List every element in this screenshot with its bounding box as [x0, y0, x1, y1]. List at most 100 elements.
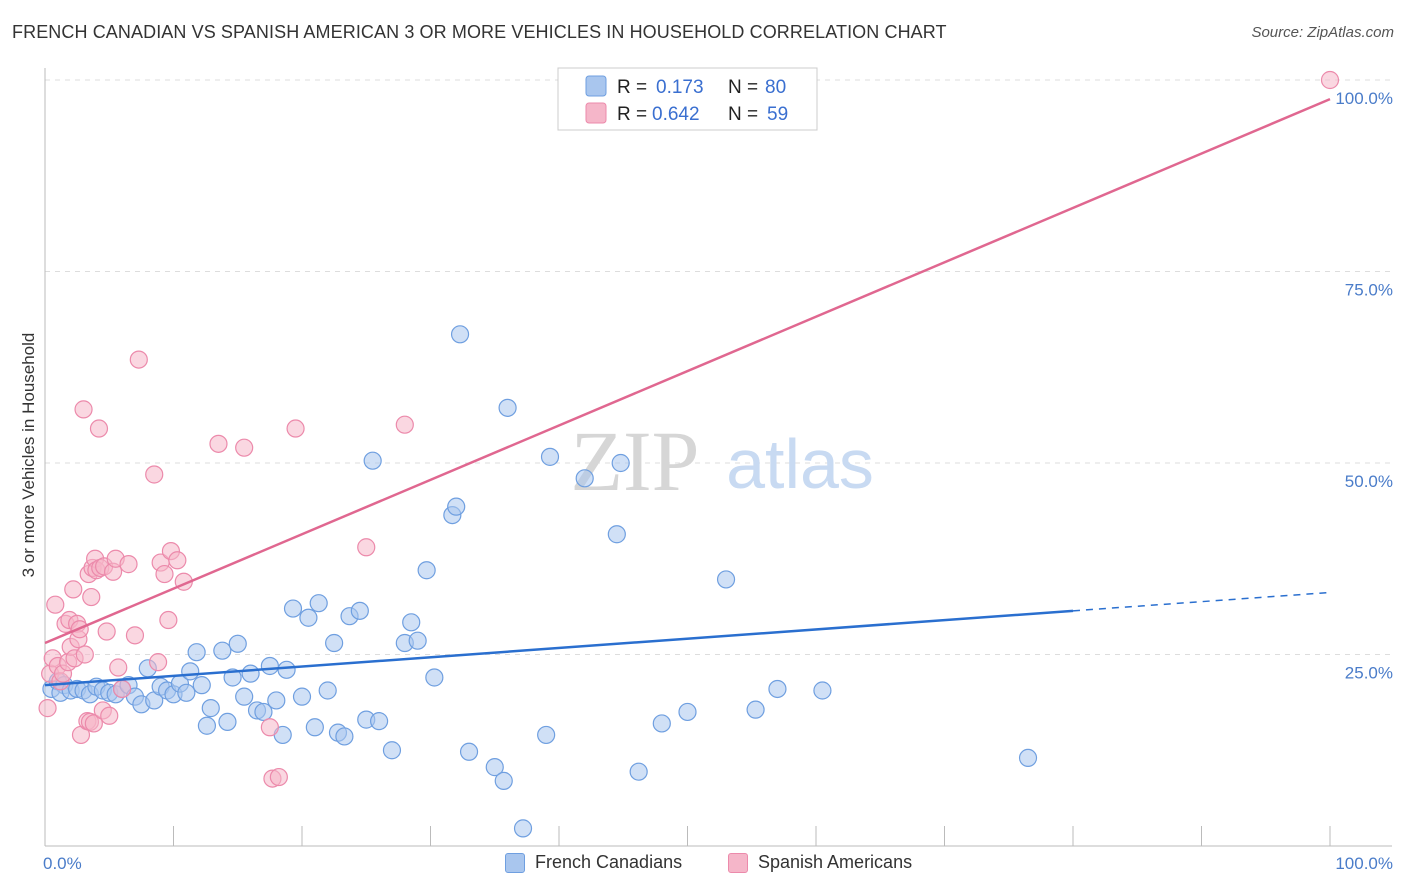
data-point [485, 758, 504, 777]
data-point [447, 497, 466, 516]
data-point [513, 819, 533, 838]
data-point [363, 451, 382, 470]
data-point [74, 400, 93, 419]
data-point [498, 398, 517, 417]
data-point [241, 664, 260, 683]
watermark-atlas: atlas [726, 425, 874, 503]
legend-r-label-pink: R = [617, 104, 647, 125]
trend-line-spanish-americans [44, 97, 1331, 645]
trend-line-french-canadians [44, 609, 1074, 687]
data-point [197, 716, 217, 735]
bottom-legend-item-french-canadians: French Canadians [505, 852, 682, 873]
data-point [82, 587, 101, 607]
bottom-legend-label-spanish-americans: Spanish Americans [758, 852, 913, 872]
data-point [629, 762, 648, 781]
data-point [395, 415, 414, 434]
data-point [267, 691, 286, 710]
data-point [813, 681, 832, 700]
data-point [129, 350, 148, 369]
series-spanish-americans [38, 70, 1340, 788]
data-point [260, 656, 279, 676]
data-point [357, 538, 376, 557]
data-point [450, 325, 470, 344]
legend-n-value-pink: 59 [767, 104, 788, 125]
data-point [325, 633, 344, 653]
trend-lines [44, 97, 1331, 687]
data-point [46, 595, 65, 614]
legend-swatch-pink [585, 102, 607, 124]
data-point [112, 679, 132, 699]
data-point [292, 687, 312, 706]
trend-line-french-canadians-extension [1072, 591, 1331, 612]
data-point [38, 699, 57, 718]
data-point [159, 610, 178, 630]
data-point [228, 634, 247, 653]
data-point [235, 687, 254, 706]
bottom-legend-swatch-pink [728, 852, 748, 873]
data-point [309, 594, 328, 613]
y-tick-label: 100.0% [1335, 89, 1393, 108]
data-point [350, 601, 369, 620]
data-point [370, 712, 389, 731]
data-point [75, 645, 94, 664]
watermark-zip: ZIP [571, 413, 700, 509]
data-point [235, 438, 254, 457]
data-point [269, 767, 288, 787]
legend-r-value-blue: 0.173 [656, 77, 704, 98]
y-tick-label: 50.0% [1345, 472, 1393, 491]
data-point [209, 434, 228, 453]
data-point [1018, 748, 1038, 768]
data-point [223, 668, 242, 687]
data-point [335, 727, 354, 746]
y-tick-label: 75.0% [1345, 281, 1393, 300]
data-point [181, 662, 200, 681]
data-point [408, 631, 427, 650]
legend-r-label-blue: R = [617, 77, 647, 98]
data-point [299, 608, 318, 627]
data-point [125, 626, 145, 645]
data-point [607, 525, 626, 544]
data-point [145, 465, 164, 484]
legend-swatch-blue [585, 75, 607, 97]
chart-title: FRENCH CANADIAN VS SPANISH AMERICAN 3 OR… [12, 22, 947, 42]
data-point [218, 712, 237, 732]
data-point [100, 706, 119, 725]
legend-r-value-pink: 0.642 [652, 104, 700, 125]
data-point [678, 702, 697, 722]
tick-labels: 25.0% 50.0% 75.0% 100.0% 0.0% 100.0% [43, 89, 1393, 873]
data-point [277, 660, 296, 679]
grid [45, 79, 1392, 655]
data-point [64, 580, 83, 599]
data-point [318, 681, 337, 700]
data-point [768, 679, 787, 699]
data-point [425, 668, 444, 687]
data-point [283, 599, 303, 618]
data-point [716, 570, 736, 589]
bottom-legend-label-french-canadians: French Canadians [535, 852, 683, 872]
data-point [89, 419, 109, 438]
data-point [192, 676, 211, 695]
data-point [537, 725, 556, 745]
data-point [213, 641, 232, 660]
data-point [575, 469, 594, 488]
y-tick-label: 25.0% [1345, 664, 1393, 683]
x-tick-label: 0.0% [43, 854, 82, 873]
axes [44, 68, 1392, 847]
source-credit: Source: ZipAtlas.com [1251, 24, 1394, 41]
data-point [540, 447, 560, 466]
y-axis-label: 3 or more Vehicles in Household [19, 333, 38, 578]
data-point [459, 742, 479, 761]
legend-n-value-blue: 80 [765, 77, 786, 98]
data-point [97, 622, 116, 641]
data-point [1320, 70, 1340, 90]
data-point [305, 718, 324, 737]
data-point [201, 699, 220, 718]
data-point [187, 643, 206, 662]
bottom-legend: French Canadians Spanish Americans [0, 852, 1406, 878]
bottom-legend-item-spanish-americans: Spanish Americans [728, 852, 912, 873]
data-point [382, 741, 402, 760]
data-point [84, 714, 103, 733]
data-point [254, 702, 273, 722]
data-point [260, 718, 279, 737]
